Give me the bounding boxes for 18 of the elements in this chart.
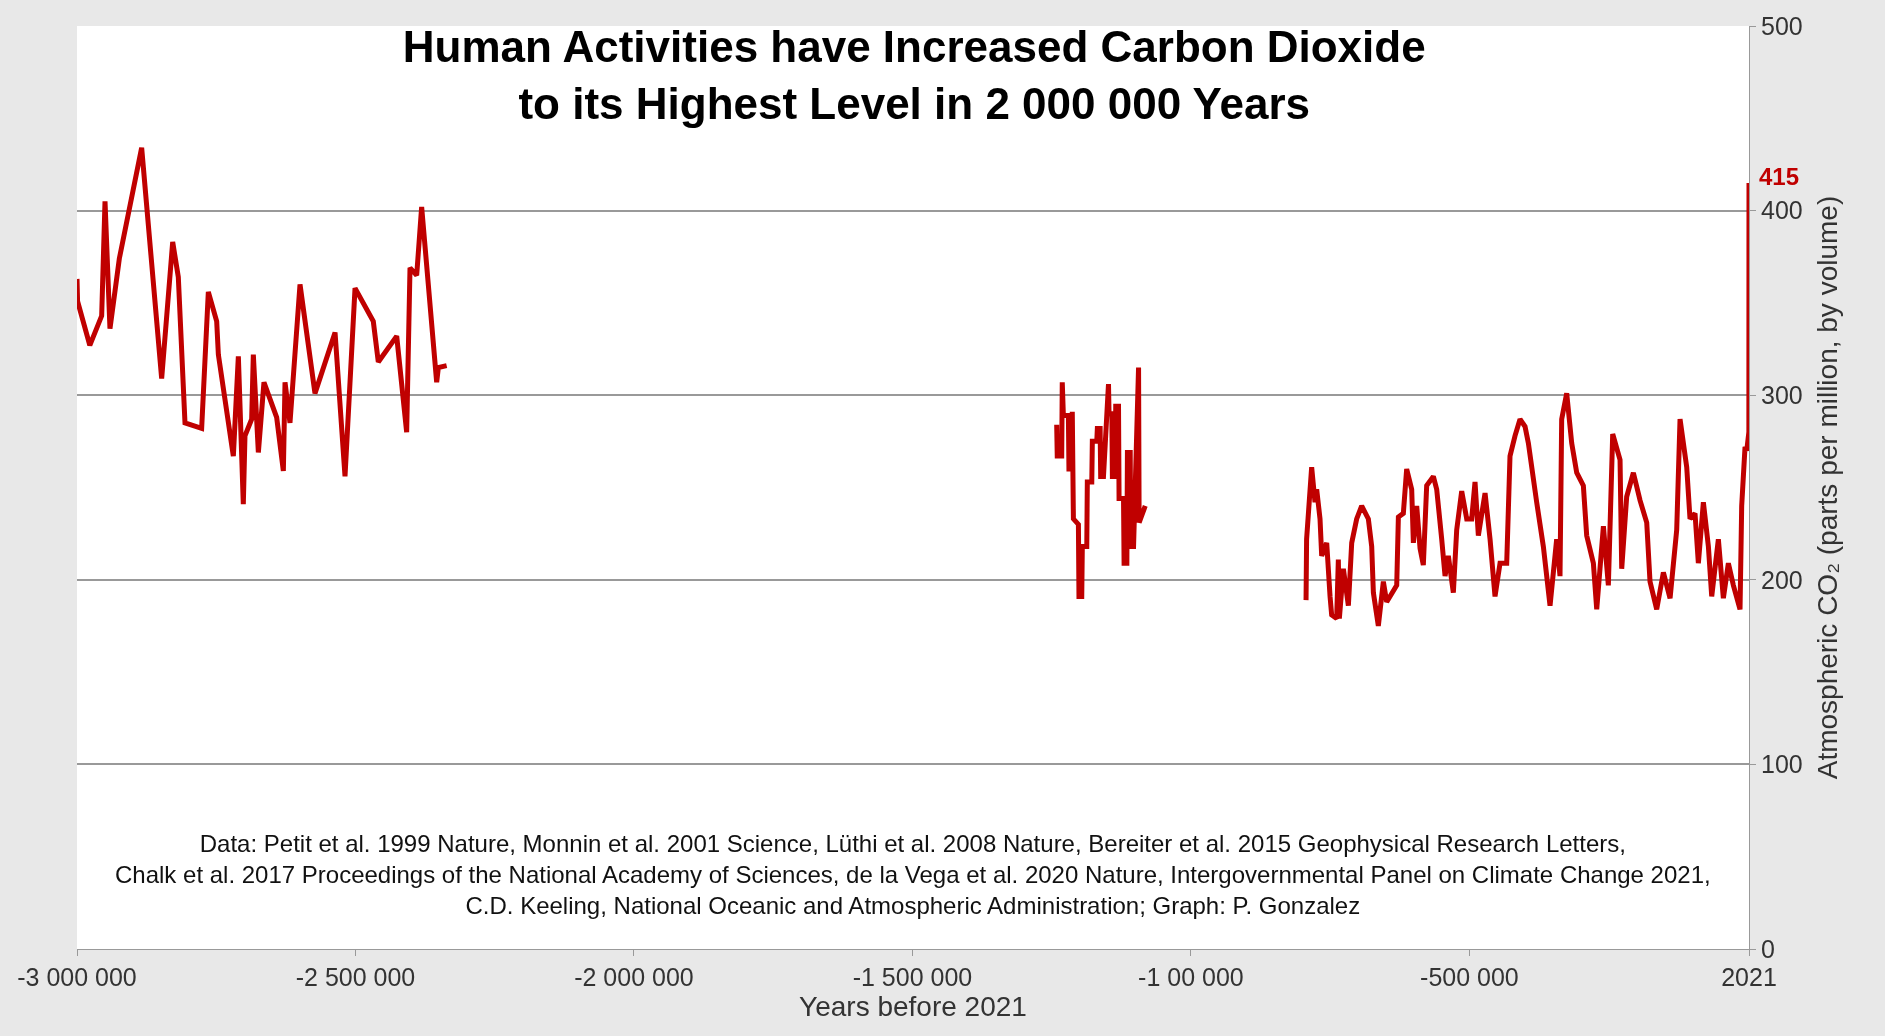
y-tick-label: 200: [1761, 565, 1803, 594]
x-tick-label: -1 500 000: [852, 963, 973, 991]
y-tick-label: 500: [1761, 11, 1803, 40]
x-tick-label: 2021: [1721, 963, 1777, 991]
y-tick-label: 300: [1761, 380, 1803, 409]
x-tick-label: -2 000 000: [574, 963, 694, 991]
x-tick-label: -500 000: [1420, 963, 1519, 991]
text: 415: [1759, 163, 1800, 190]
text: Human Activities have Increased Carbon Dioxide to its Highest Level in 2 000 000 Years: [402, 22, 1426, 129]
y-tick-label: 0: [1761, 934, 1775, 963]
y-tick-label: 100: [1761, 750, 1803, 779]
x-axis-title: Years before 2021: [799, 991, 1027, 1022]
y-axis-title: Atmospheric CO₂ (parts per million, by volume): [1811, 195, 1843, 780]
y-tick-label: 400: [1761, 196, 1803, 225]
annotation: Data: Petit et al. 1999 Nature, Monnin et al. 2001 Science, Lüthi et al. 2008 Nature, Bereiter et al. 2015 Geophysical Research Letters, Chalk et al. 2017 Proceedings of the National Academy of Sciences, de la Vega et al. 2020 Nature, Intergovernmental Panel on Climate Change 2021, C.D. Keeling, National Oceanic and Atmospheric Administration; Graph: P. Gonzalez: [115, 830, 1711, 920]
x-tick-label: -2 500 000: [295, 963, 416, 991]
x-tick-label: -3 000 000: [17, 963, 137, 991]
x-tick-label: -1 00 000: [1138, 963, 1244, 991]
